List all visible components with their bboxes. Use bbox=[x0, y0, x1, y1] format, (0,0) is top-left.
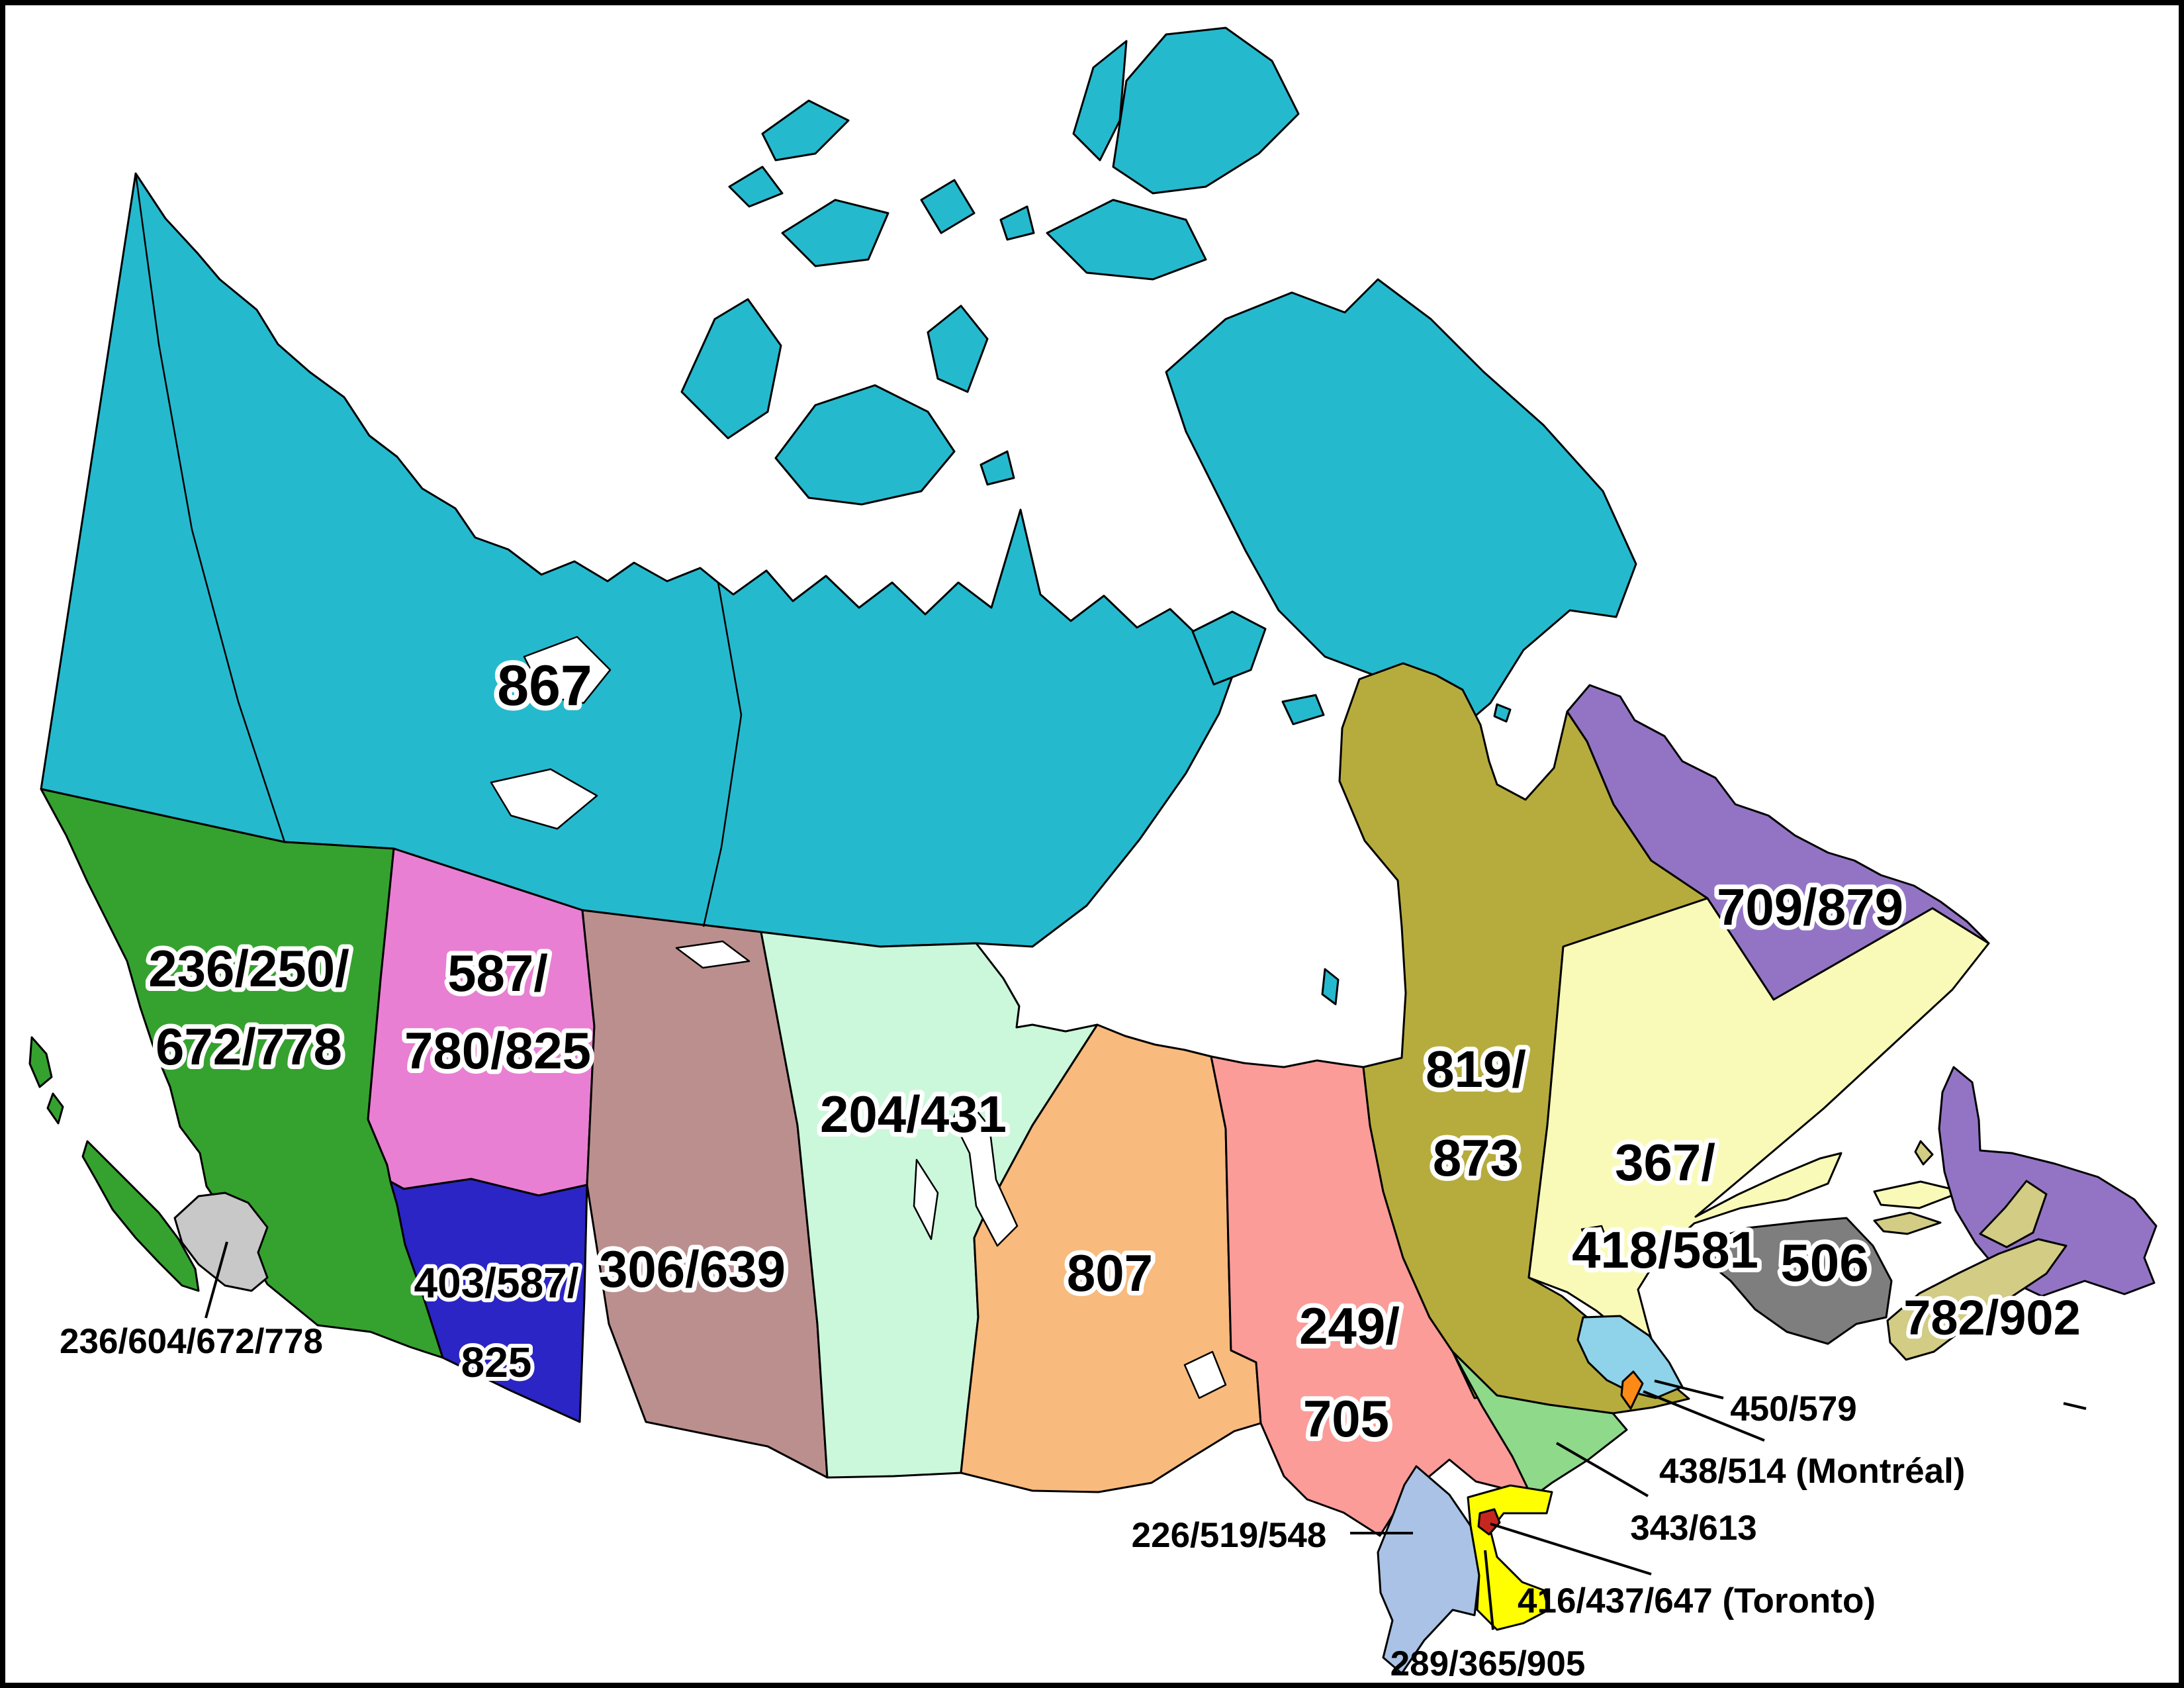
territorial-border-line bbox=[134, 173, 286, 843]
label-quebec-west-line2: 873 bbox=[1433, 1129, 1519, 1187]
leader-line-montreal bbox=[1643, 1390, 1765, 1442]
leader-line-toronto bbox=[1490, 1523, 1652, 1575]
label-toronto-belt-line1: 289/365/905 bbox=[1390, 1644, 1586, 1683]
region-nova-scotia bbox=[1914, 1140, 1934, 1166]
region-british-columbia bbox=[46, 1092, 64, 1125]
label-vancouver-area-line1: 236/604/672/778 bbox=[60, 1322, 323, 1361]
label-new-brunswick-line1: 506 bbox=[1780, 1233, 1868, 1292]
label-territories-line1: 867 bbox=[497, 654, 592, 718]
lake bbox=[913, 1158, 939, 1241]
sable-island bbox=[2063, 1402, 2087, 1410]
label-ontario-northwest-line1: 807 bbox=[1067, 1244, 1153, 1302]
lake bbox=[1183, 1350, 1227, 1399]
region-toronto bbox=[1477, 1508, 1501, 1536]
territorial-border-line bbox=[702, 582, 743, 927]
region-territories bbox=[680, 298, 782, 440]
region-labrador-newfoundland bbox=[1566, 684, 1990, 1001]
lake bbox=[523, 635, 612, 704]
leader-line-toronto-belt bbox=[1484, 1550, 1494, 1630]
region-group-montreal bbox=[1620, 1370, 1644, 1410]
label-montreal-belt-line1: 450/579 bbox=[1730, 1389, 1857, 1429]
region-ontario-northwest bbox=[960, 1023, 1262, 1493]
label-manitoba-line1: 204/431 bbox=[820, 1085, 1007, 1143]
region-group-montreal-belt bbox=[1576, 1315, 1684, 1399]
label-nova-scotia-line1: 782/902 bbox=[1903, 1290, 2081, 1345]
region-ontario-east bbox=[1451, 1350, 1628, 1499]
region-group-ontario-northwest bbox=[960, 1023, 1262, 1493]
region-territories bbox=[1191, 610, 1267, 686]
region-british-columbia bbox=[81, 1140, 200, 1292]
region-territories bbox=[1165, 278, 1637, 744]
region-territories bbox=[1072, 40, 1128, 162]
leader-line-vancouver-area bbox=[205, 1241, 228, 1319]
region-territories bbox=[1493, 703, 1512, 723]
region-british-columbia bbox=[28, 1036, 53, 1088]
region-territories bbox=[774, 384, 956, 506]
region-territories bbox=[920, 179, 976, 234]
label-british-columbia-line1: 236/250/ bbox=[148, 939, 349, 998]
region-territories bbox=[1281, 694, 1325, 726]
label-alberta-south-line1: 403/587/ bbox=[414, 1259, 578, 1307]
label-british-columbia-line2: 672/778 bbox=[156, 1017, 342, 1076]
label-montreal-line1: 438/514 (Montréal) bbox=[1659, 1452, 1965, 1491]
region-group-vancouver-area bbox=[173, 1192, 269, 1292]
region-group-nova-scotia bbox=[1873, 1140, 2068, 1361]
label-alberta-south-line2: 825 bbox=[461, 1338, 532, 1386]
region-group-new-brunswick bbox=[1693, 1217, 1893, 1345]
region-territories bbox=[1321, 968, 1340, 1006]
region-territories bbox=[979, 450, 1015, 486]
region-group-territories bbox=[40, 26, 1637, 1143]
region-territories bbox=[927, 305, 989, 393]
region-nova-scotia bbox=[1886, 1238, 2068, 1361]
region-vancouver-area bbox=[173, 1192, 269, 1292]
region-territories bbox=[40, 172, 1238, 948]
label-toronto-line1: 416/437/647 (Toronto) bbox=[1518, 1581, 1876, 1620]
label-ontario-east-line1: 343/613 bbox=[1630, 1509, 1757, 1548]
lake bbox=[952, 1092, 1019, 1247]
label-quebec-east-line2: 418/581 bbox=[1572, 1221, 1758, 1279]
label-labrador-newfoundland-line1: 709/879 bbox=[1717, 878, 1903, 936]
region-nova-scotia bbox=[1873, 1211, 1942, 1235]
region-alberta-south bbox=[389, 1178, 588, 1423]
label-ontario-northeast-line1: 249/ bbox=[1299, 1297, 1400, 1355]
label-quebec-west-line1: 819/ bbox=[1426, 1040, 1526, 1098]
lake bbox=[1580, 1225, 1608, 1246]
region-montreal-belt bbox=[1576, 1315, 1684, 1399]
region-territories bbox=[1046, 199, 1207, 281]
label-ontario-southwest-line1: 226/519/548 bbox=[1132, 1516, 1327, 1555]
leader-line-ontario-east bbox=[1555, 1442, 1649, 1497]
region-new-brunswick bbox=[1693, 1217, 1893, 1345]
region-territories bbox=[999, 205, 1035, 241]
region-group-alberta-south bbox=[389, 1178, 588, 1423]
lake bbox=[490, 768, 598, 830]
label-saskatchewan-line1: 306/639 bbox=[599, 1240, 786, 1298]
region-territories bbox=[761, 99, 850, 162]
label-quebec-east-line1: 367/ bbox=[1615, 1133, 1715, 1192]
region-montreal bbox=[1620, 1370, 1644, 1410]
label-alberta-north-line2: 780/825 bbox=[404, 1021, 591, 1080]
region-territories bbox=[781, 199, 889, 267]
region-nova-scotia bbox=[1979, 1180, 2048, 1248]
region-quebec-east bbox=[1873, 1180, 1964, 1209]
region-group-ontario-east bbox=[1451, 1350, 1628, 1499]
region-group-toronto bbox=[1477, 1508, 1501, 1536]
lake bbox=[675, 940, 751, 969]
leader-line-montreal-belt bbox=[1654, 1380, 1724, 1399]
region-territories bbox=[728, 165, 784, 208]
region-territories bbox=[1112, 26, 1300, 195]
label-ontario-northeast-line2: 705 bbox=[1303, 1389, 1389, 1448]
label-alberta-north-line1: 587/ bbox=[447, 944, 548, 1002]
